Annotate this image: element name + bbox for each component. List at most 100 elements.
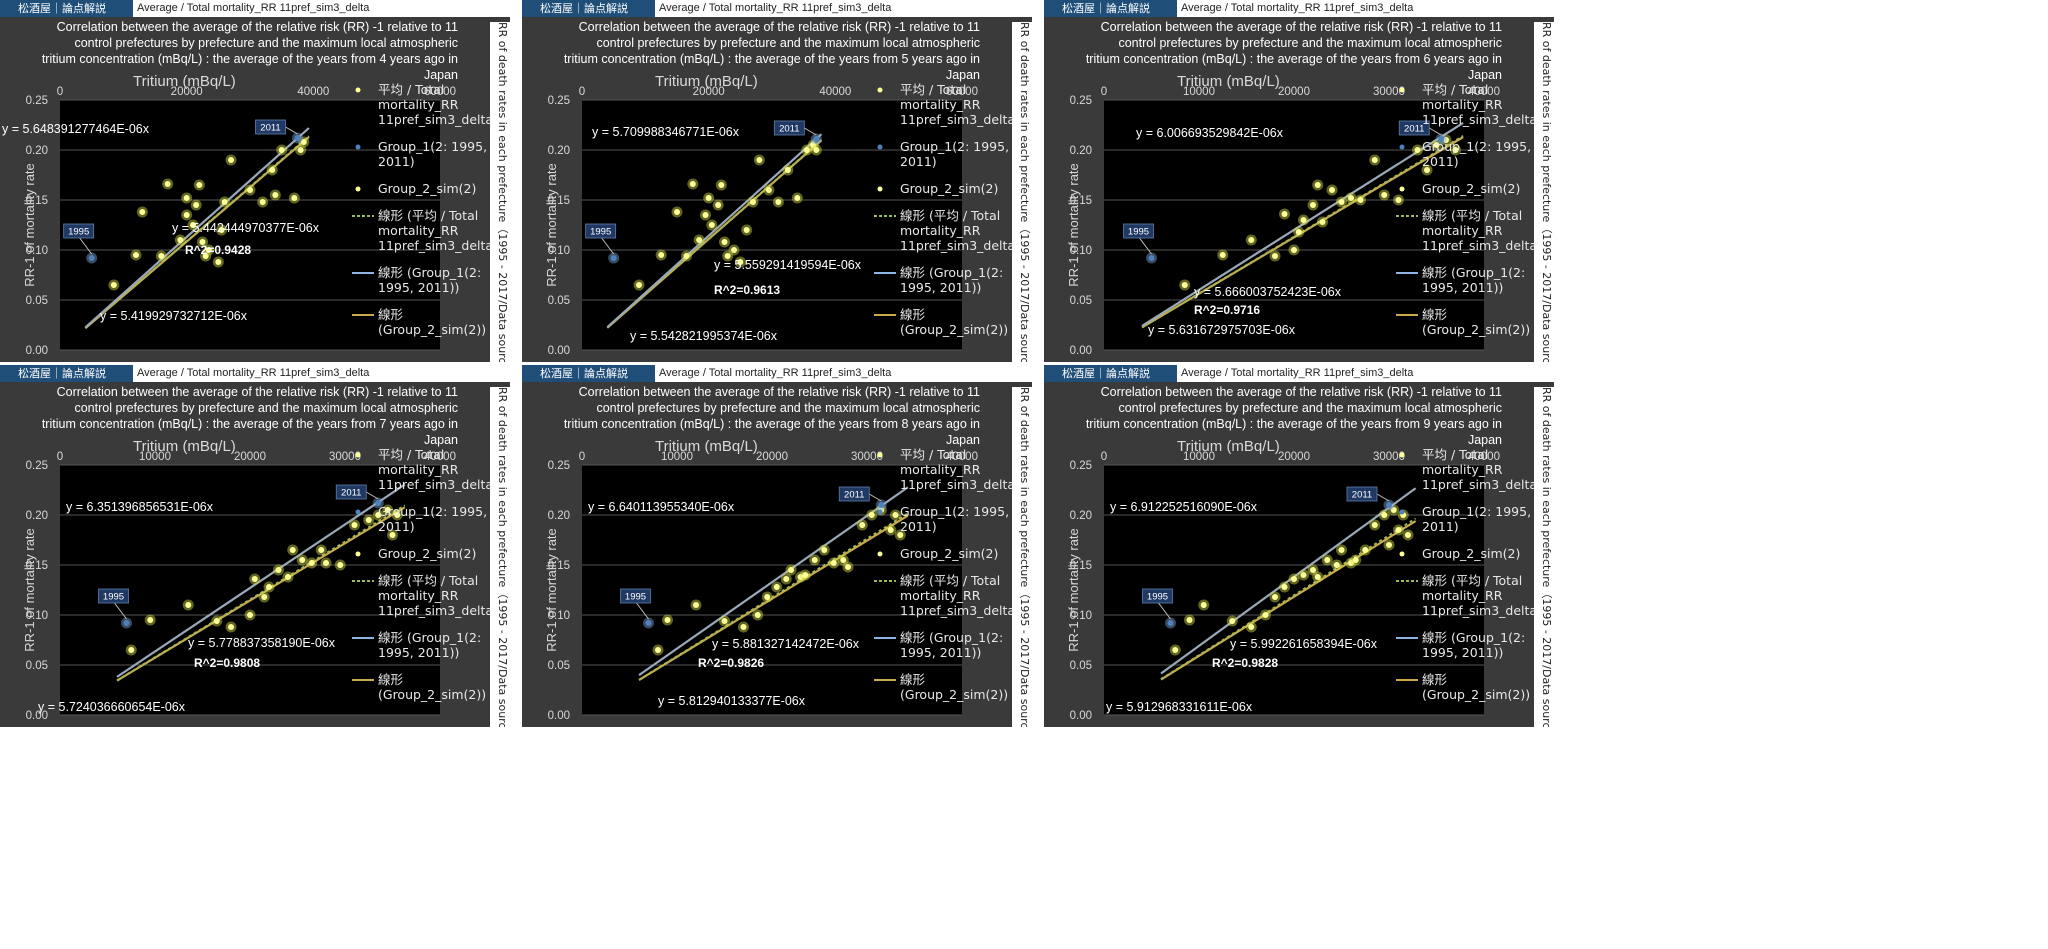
- chart-title: Correlation between the average of the r…: [563, 20, 980, 82]
- legend-item: Group_2_sim(2): [350, 181, 488, 196]
- legend-marker-icon: [1396, 272, 1418, 274]
- trendline-group2: [638, 514, 909, 682]
- legend-label: 平均 / Total mortality_RR 11pref_sim3_delt…: [378, 447, 494, 492]
- y-tick-label: 0.00: [548, 710, 570, 722]
- data-point: [211, 615, 223, 627]
- data-point: [1245, 621, 1257, 633]
- data-point: [715, 179, 727, 191]
- data-label: 1995: [1128, 227, 1149, 238]
- legend-marker-icon: [1399, 509, 1405, 515]
- trendline-group1: [84, 127, 310, 329]
- data-point: [155, 250, 167, 262]
- data-point: [1359, 544, 1371, 556]
- data-point: [282, 571, 294, 583]
- y-tick-label: 0.00: [1070, 345, 1092, 357]
- data-point: [1298, 569, 1309, 581]
- data-label: 1995: [625, 592, 646, 603]
- data-point: [761, 591, 773, 603]
- data-point: [1378, 189, 1390, 201]
- data-point: [671, 206, 683, 218]
- group1-point: [773, 120, 822, 145]
- y-tick-label: 0.25: [26, 460, 48, 472]
- equation-group2: y = 5.542821995374E-06x: [630, 329, 778, 343]
- y-tick-label: 0.25: [26, 95, 48, 107]
- data-point: [728, 244, 740, 256]
- data-point: [752, 609, 764, 621]
- group1-point: [620, 588, 654, 629]
- data-point: [306, 557, 318, 569]
- legend-marker-icon: [1399, 551, 1405, 557]
- legend-label: 線形 (Group_1(2: 1995, 2011)): [1422, 265, 1526, 295]
- chart-title: Correlation between the average of the r…: [41, 20, 458, 82]
- legend-label: Group_1(2: 1995, 2011): [900, 504, 1010, 534]
- plot-area: [60, 100, 440, 350]
- data-point: [722, 250, 734, 262]
- equation-group2: y = 5.724036660654E-06x: [38, 700, 186, 714]
- legend: 平均 / Total mortality_RR 11pref_sim3_delt…: [872, 82, 1020, 349]
- x-tick-label: 20000: [171, 86, 203, 98]
- data-point: [1393, 194, 1404, 206]
- x-axis-label: Tritium (mBq/L): [655, 438, 758, 455]
- data-point: [334, 559, 346, 571]
- data-point: [1288, 244, 1300, 256]
- data-point: [1245, 234, 1257, 246]
- y-axis-label: RR-1 of mortality rate: [22, 163, 37, 287]
- data-point: [212, 256, 224, 268]
- legend-item: 線形 (Group_1(2: 1995, 2011)): [1394, 630, 1532, 660]
- y-tick-label: 0.05: [26, 660, 48, 672]
- plot-area: [582, 100, 962, 350]
- source-note-strip: RR of death rates in each prefecture（199…: [1012, 387, 1032, 727]
- series-title: Average / Total mortality_RR 11pref_sim3…: [137, 2, 370, 14]
- data-label: 2011: [1404, 124, 1424, 135]
- x-tick-label: 0: [1101, 451, 1107, 463]
- y-tick-label: 0.15: [1070, 560, 1092, 572]
- legend: 平均 / Total mortality_RR 11pref_sim3_delt…: [350, 82, 498, 349]
- legend-marker-icon: [877, 144, 883, 150]
- chart-panel-1: 松酒屋｜論点解説 Average / Total mortality_RR 11…: [0, 0, 510, 362]
- legend-label: 線形 (平均 / Total mortality_RR 11pref_sim3_…: [900, 208, 1020, 253]
- brand-label: 松酒屋｜論点解説: [1044, 365, 1177, 382]
- legend-marker-icon: [874, 272, 896, 274]
- data-point: [225, 621, 237, 633]
- data-point: [108, 279, 120, 291]
- data-point: [363, 514, 375, 526]
- y-tick-label: 0.20: [26, 510, 48, 522]
- trendline-group1: [1160, 487, 1417, 675]
- r-squared-label: R^2=0.9716: [1194, 303, 1260, 317]
- data-point: [1217, 249, 1229, 261]
- data-point: [181, 192, 193, 204]
- data-point: [799, 569, 811, 581]
- data-point: [263, 581, 275, 593]
- data-point: [652, 644, 664, 656]
- legend-item: 線形 (Group_2_sim(2)): [350, 672, 488, 702]
- scatter-chart: 0.00 0.05 0.10 0.15 0.20 0.25 0 10000 20000 30000…: [1066, 73, 1500, 357]
- legend-marker-icon: [352, 215, 374, 217]
- y-tick-label: 0.05: [548, 660, 570, 672]
- series-title: Average / Total mortality_RR 11pref_sim3…: [1181, 367, 1414, 379]
- data-label: 2011: [341, 488, 361, 499]
- legend-item: 線形 (Group_1(2: 1995, 2011)): [872, 630, 1010, 660]
- legend-item: Group_2_sim(2): [872, 181, 1010, 196]
- r-squared-label: R^2=0.9826: [698, 656, 764, 670]
- series-title: Average / Total mortality_RR 11pref_sim3…: [1181, 2, 1414, 14]
- legend-label: 線形 (平均 / Total mortality_RR 11pref_sim3_…: [1422, 208, 1542, 253]
- group1-point: [1123, 223, 1157, 264]
- trendline-average: [116, 504, 406, 682]
- data-point: [719, 236, 730, 248]
- data-point: [662, 614, 673, 626]
- y-tick-label: 0.10: [26, 610, 48, 622]
- x-tick-label: 60000: [424, 86, 456, 98]
- legend-marker-icon: [355, 87, 361, 93]
- source-note-strip: RR of death rates in each prefecture（199…: [490, 22, 510, 362]
- legend-label: 線形 (Group_1(2: 1995, 2011)): [900, 630, 1004, 660]
- legend-label: 平均 / Total mortality_RR 11pref_sim3_delt…: [1422, 82, 1538, 127]
- data-point: [801, 144, 813, 156]
- y-axis-label: RR-1 of mortality rate: [22, 528, 37, 652]
- brand-label: 松酒屋｜論点解説: [0, 365, 133, 382]
- chart-title: Correlation between the average of the r…: [1085, 385, 1502, 447]
- data-point: [1326, 184, 1338, 196]
- data-point: [136, 206, 148, 218]
- legend-marker-icon: [1399, 452, 1405, 458]
- equation-group1: y = 5.709988346771E-06x: [592, 125, 740, 139]
- data-point: [296, 554, 308, 566]
